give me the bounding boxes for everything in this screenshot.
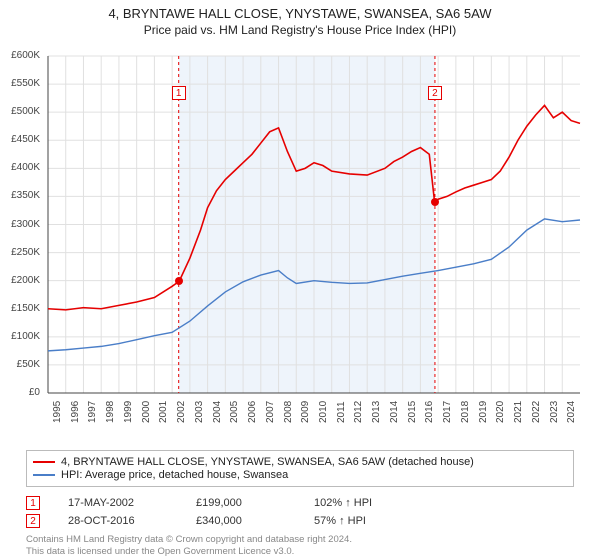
x-axis-label: 2022	[531, 401, 542, 423]
y-axis-label: £300K	[0, 220, 40, 230]
x-axis-label: 2024	[566, 401, 577, 423]
y-axis-label: £550K	[0, 79, 40, 89]
legend-item: HPI: Average price, detached house, Swan…	[33, 469, 567, 481]
legend-box: 4, BRYNTAWE HALL CLOSE, YNYSTAWE, SWANSE…	[26, 450, 574, 487]
x-axis-label: 2020	[495, 401, 506, 423]
x-axis-label: 2023	[549, 401, 560, 423]
x-axis-label: 2006	[247, 401, 258, 423]
y-axis-label: £100K	[0, 332, 40, 342]
x-axis-label: 2007	[265, 401, 276, 423]
sale-row-marker: 1	[26, 496, 40, 510]
sale-rows: 1 17-MAY-2002 £199,000 102% ↑ HPI 2 28-OCT-20…	[26, 492, 574, 532]
x-axis-label: 1998	[105, 401, 116, 423]
sale-date: 28-OCT-2016	[68, 515, 168, 527]
x-axis-label: 1995	[52, 401, 63, 423]
address-title: 4, BRYNTAWE HALL CLOSE, YNYSTAWE, SWANSE…	[0, 6, 600, 21]
x-axis-label: 2014	[389, 401, 400, 423]
y-axis-label: £200K	[0, 276, 40, 286]
y-axis-label: £250K	[0, 248, 40, 258]
legend-item: 4, BRYNTAWE HALL CLOSE, YNYSTAWE, SWANSE…	[33, 456, 567, 468]
footer-line2: This data is licensed under the Open Gov…	[26, 546, 574, 558]
sale-marker-2: 2	[428, 86, 442, 100]
x-axis-label: 2021	[513, 401, 524, 423]
y-axis-label: £150K	[0, 304, 40, 314]
x-axis-label: 2003	[194, 401, 205, 423]
title-block: 4, BRYNTAWE HALL CLOSE, YNYSTAWE, SWANSE…	[0, 0, 600, 37]
x-axis-label: 2001	[158, 401, 169, 423]
sale-price: £340,000	[196, 515, 286, 527]
sale-pct: 102% ↑ HPI	[314, 497, 414, 509]
footer-line1: Contains HM Land Registry data © Crown c…	[26, 534, 574, 546]
subtitle: Price paid vs. HM Land Registry's House …	[0, 23, 600, 37]
x-axis-label: 2013	[371, 401, 382, 423]
x-axis-label: 2000	[141, 401, 152, 423]
footer: Contains HM Land Registry data © Crown c…	[26, 534, 574, 558]
x-axis-label: 2010	[318, 401, 329, 423]
x-axis-label: 2005	[229, 401, 240, 423]
legend-label: 4, BRYNTAWE HALL CLOSE, YNYSTAWE, SWANSE…	[61, 456, 474, 468]
sale-row-marker: 2	[26, 514, 40, 528]
x-axis-label: 2015	[407, 401, 418, 423]
x-axis-label: 1997	[87, 401, 98, 423]
y-axis-label: £450K	[0, 135, 40, 145]
sale-date: 17-MAY-2002	[68, 497, 168, 509]
chart-svg	[44, 48, 584, 418]
y-axis-label: £500K	[0, 107, 40, 117]
x-axis-label: 1999	[123, 401, 134, 423]
x-axis-label: 2008	[283, 401, 294, 423]
chart-area	[44, 48, 584, 418]
x-axis-label: 2017	[442, 401, 453, 423]
y-axis-label: £400K	[0, 163, 40, 173]
legend-label: HPI: Average price, detached house, Swan…	[61, 469, 288, 481]
x-axis-label: 2011	[336, 401, 347, 423]
legend-swatch	[33, 461, 55, 463]
y-axis-label: £0	[0, 388, 40, 398]
sale-row: 1 17-MAY-2002 £199,000 102% ↑ HPI	[26, 496, 574, 510]
y-axis-label: £350K	[0, 191, 40, 201]
sale-pct: 57% ↑ HPI	[314, 515, 414, 527]
y-axis-label: £600K	[0, 51, 40, 61]
sale-price: £199,000	[196, 497, 286, 509]
chart-container: 4, BRYNTAWE HALL CLOSE, YNYSTAWE, SWANSE…	[0, 0, 600, 560]
x-axis-label: 2004	[212, 401, 223, 423]
x-axis-label: 2019	[478, 401, 489, 423]
y-axis-label: £50K	[0, 360, 40, 370]
x-axis-label: 2016	[424, 401, 435, 423]
x-axis-label: 2009	[300, 401, 311, 423]
sale-row: 2 28-OCT-2016 £340,000 57% ↑ HPI	[26, 514, 574, 528]
sale-dot-1	[175, 277, 183, 285]
legend-swatch	[33, 474, 55, 476]
x-axis-label: 2002	[176, 401, 187, 423]
x-axis-label: 2018	[460, 401, 471, 423]
x-axis-label: 1996	[70, 401, 81, 423]
sale-dot-2	[431, 198, 439, 206]
sale-marker-1: 1	[172, 86, 186, 100]
x-axis-label: 2012	[353, 401, 364, 423]
